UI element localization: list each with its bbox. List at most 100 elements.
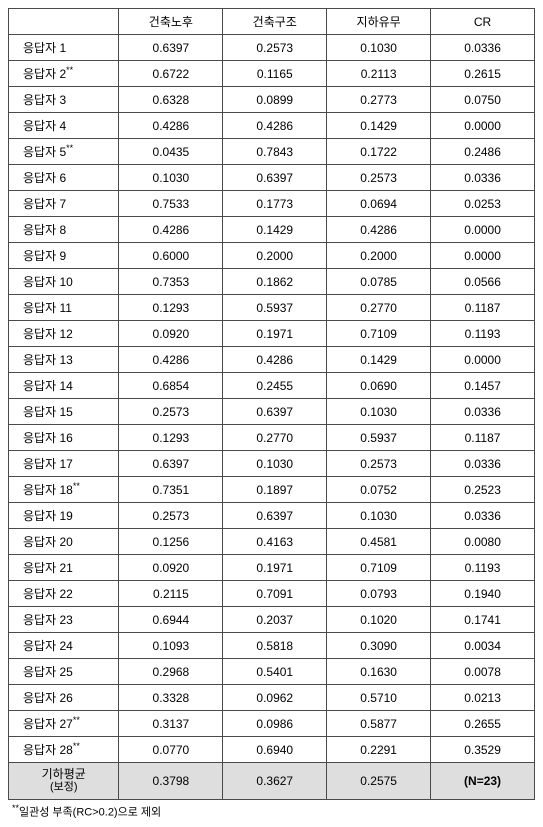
row-label: 응답자 11 xyxy=(9,295,119,321)
row-label: 응답자 21 xyxy=(9,555,119,581)
data-cell: 0.0752 xyxy=(327,477,431,503)
table-row: 응답자 240.10930.58180.30900.0034 xyxy=(9,633,535,659)
data-cell: 0.2455 xyxy=(223,373,327,399)
header-col-1: 건축노후 xyxy=(119,9,223,35)
data-cell: 0.6397 xyxy=(119,451,223,477)
data-cell: 0.6722 xyxy=(119,61,223,87)
data-cell: 0.0920 xyxy=(119,555,223,581)
data-cell: 0.0000 xyxy=(431,243,535,269)
row-label: 응답자 13 xyxy=(9,347,119,373)
table-row: 응답자 220.21150.70910.07930.1940 xyxy=(9,581,535,607)
data-cell: 0.1429 xyxy=(223,217,327,243)
data-cell: 0.1187 xyxy=(431,425,535,451)
data-cell: 0.0899 xyxy=(223,87,327,113)
data-cell: 0.2113 xyxy=(327,61,431,87)
data-cell: 0.2037 xyxy=(223,607,327,633)
data-cell: 0.0336 xyxy=(431,35,535,61)
data-cell: 0.0793 xyxy=(327,581,431,607)
data-cell: 0.1971 xyxy=(223,321,327,347)
data-cell: 0.2573 xyxy=(327,165,431,191)
data-cell: 0.0034 xyxy=(431,633,535,659)
row-label: 응답자 8 xyxy=(9,217,119,243)
data-cell: 0.7353 xyxy=(119,269,223,295)
summary-cell: 0.3798 xyxy=(119,763,223,800)
table-row: 응답자 170.63970.10300.25730.0336 xyxy=(9,451,535,477)
data-cell: 0.6397 xyxy=(223,165,327,191)
data-cell: 0.1293 xyxy=(119,295,223,321)
data-cell: 0.0213 xyxy=(431,685,535,711)
table-row: 응답자 28**0.07700.69400.22910.3529 xyxy=(9,737,535,763)
data-cell: 0.1429 xyxy=(327,113,431,139)
table-row: 응답자 27**0.31370.09860.58770.2655 xyxy=(9,711,535,737)
table-row: 응답자 200.12560.41630.45810.0080 xyxy=(9,529,535,555)
data-cell: 0.1293 xyxy=(119,425,223,451)
summary-cell: 0.3627 xyxy=(223,763,327,800)
data-cell: 0.2573 xyxy=(327,451,431,477)
table-row: 응답자 5**0.04350.78430.17220.2486 xyxy=(9,139,535,165)
table-row: 응답자 260.33280.09620.57100.0213 xyxy=(9,685,535,711)
data-cell: 0.2770 xyxy=(327,295,431,321)
table-row: 응답자 110.12930.59370.27700.1187 xyxy=(9,295,535,321)
data-cell: 0.5818 xyxy=(223,633,327,659)
table-row: 응답자 60.10300.63970.25730.0336 xyxy=(9,165,535,191)
data-cell: 0.1940 xyxy=(431,581,535,607)
data-cell: 0.0336 xyxy=(431,503,535,529)
row-label: 응답자 3 xyxy=(9,87,119,113)
data-cell: 0.2291 xyxy=(327,737,431,763)
row-label: 응답자 7 xyxy=(9,191,119,217)
row-label: 응답자 6 xyxy=(9,165,119,191)
data-cell: 0.0770 xyxy=(119,737,223,763)
data-cell: 0.4581 xyxy=(327,529,431,555)
row-label: 응답자 26 xyxy=(9,685,119,711)
table-row: 응답자 2**0.67220.11650.21130.2615 xyxy=(9,61,535,87)
data-cell: 0.4286 xyxy=(119,217,223,243)
data-cell: 0.2773 xyxy=(327,87,431,113)
data-cell: 0.1020 xyxy=(327,607,431,633)
data-cell: 0.0080 xyxy=(431,529,535,555)
data-cell: 0.5937 xyxy=(327,425,431,451)
row-label: 응답자 25 xyxy=(9,659,119,685)
data-cell: 0.1030 xyxy=(327,35,431,61)
data-cell: 0.0253 xyxy=(431,191,535,217)
row-label: 응답자 22 xyxy=(9,581,119,607)
data-cell: 0.1256 xyxy=(119,529,223,555)
data-cell: 0.2968 xyxy=(119,659,223,685)
data-cell: 0.4286 xyxy=(223,347,327,373)
table-row: 응답자 230.69440.20370.10200.1741 xyxy=(9,607,535,633)
data-cell: 0.1773 xyxy=(223,191,327,217)
table-row: 응답자 10.63970.25730.10300.0336 xyxy=(9,35,535,61)
data-cell: 0.0078 xyxy=(431,659,535,685)
data-cell: 0.0566 xyxy=(431,269,535,295)
summary-label: 기하평균(보정) xyxy=(9,763,119,800)
table-row: 응답자 150.25730.63970.10300.0336 xyxy=(9,399,535,425)
footnote: **일관성 부족(RC>0.2)으로 제외 xyxy=(8,803,535,820)
data-cell: 0.2486 xyxy=(431,139,535,165)
data-cell: 0.0986 xyxy=(223,711,327,737)
summary-row: 기하평균(보정)0.37980.36270.2575(N=23) xyxy=(9,763,535,800)
data-cell: 0.2000 xyxy=(327,243,431,269)
row-label: 응답자 23 xyxy=(9,607,119,633)
data-cell: 0.6854 xyxy=(119,373,223,399)
data-cell: 0.1193 xyxy=(431,321,535,347)
data-cell: 0.3529 xyxy=(431,737,535,763)
data-cell: 0.2655 xyxy=(431,711,535,737)
row-label: 응답자 9 xyxy=(9,243,119,269)
data-cell: 0.0000 xyxy=(431,113,535,139)
footnote-marker: ** xyxy=(12,803,19,813)
table-row: 응답자 190.25730.63970.10300.0336 xyxy=(9,503,535,529)
data-cell: 0.1429 xyxy=(327,347,431,373)
data-cell: 0.4286 xyxy=(119,113,223,139)
data-cell: 0.1030 xyxy=(223,451,327,477)
data-cell: 0.0336 xyxy=(431,165,535,191)
row-label: 응답자 19 xyxy=(9,503,119,529)
row-label: 응답자 12 xyxy=(9,321,119,347)
summary-cell: 0.2575 xyxy=(327,763,431,800)
row-label: 응답자 4 xyxy=(9,113,119,139)
data-cell: 0.5937 xyxy=(223,295,327,321)
data-cell: 0.6328 xyxy=(119,87,223,113)
data-cell: 0.1093 xyxy=(119,633,223,659)
data-cell: 0.7109 xyxy=(327,321,431,347)
table-row: 응답자 130.42860.42860.14290.0000 xyxy=(9,347,535,373)
row-label: 응답자 17 xyxy=(9,451,119,477)
table-row: 응답자 250.29680.54010.16300.0078 xyxy=(9,659,535,685)
